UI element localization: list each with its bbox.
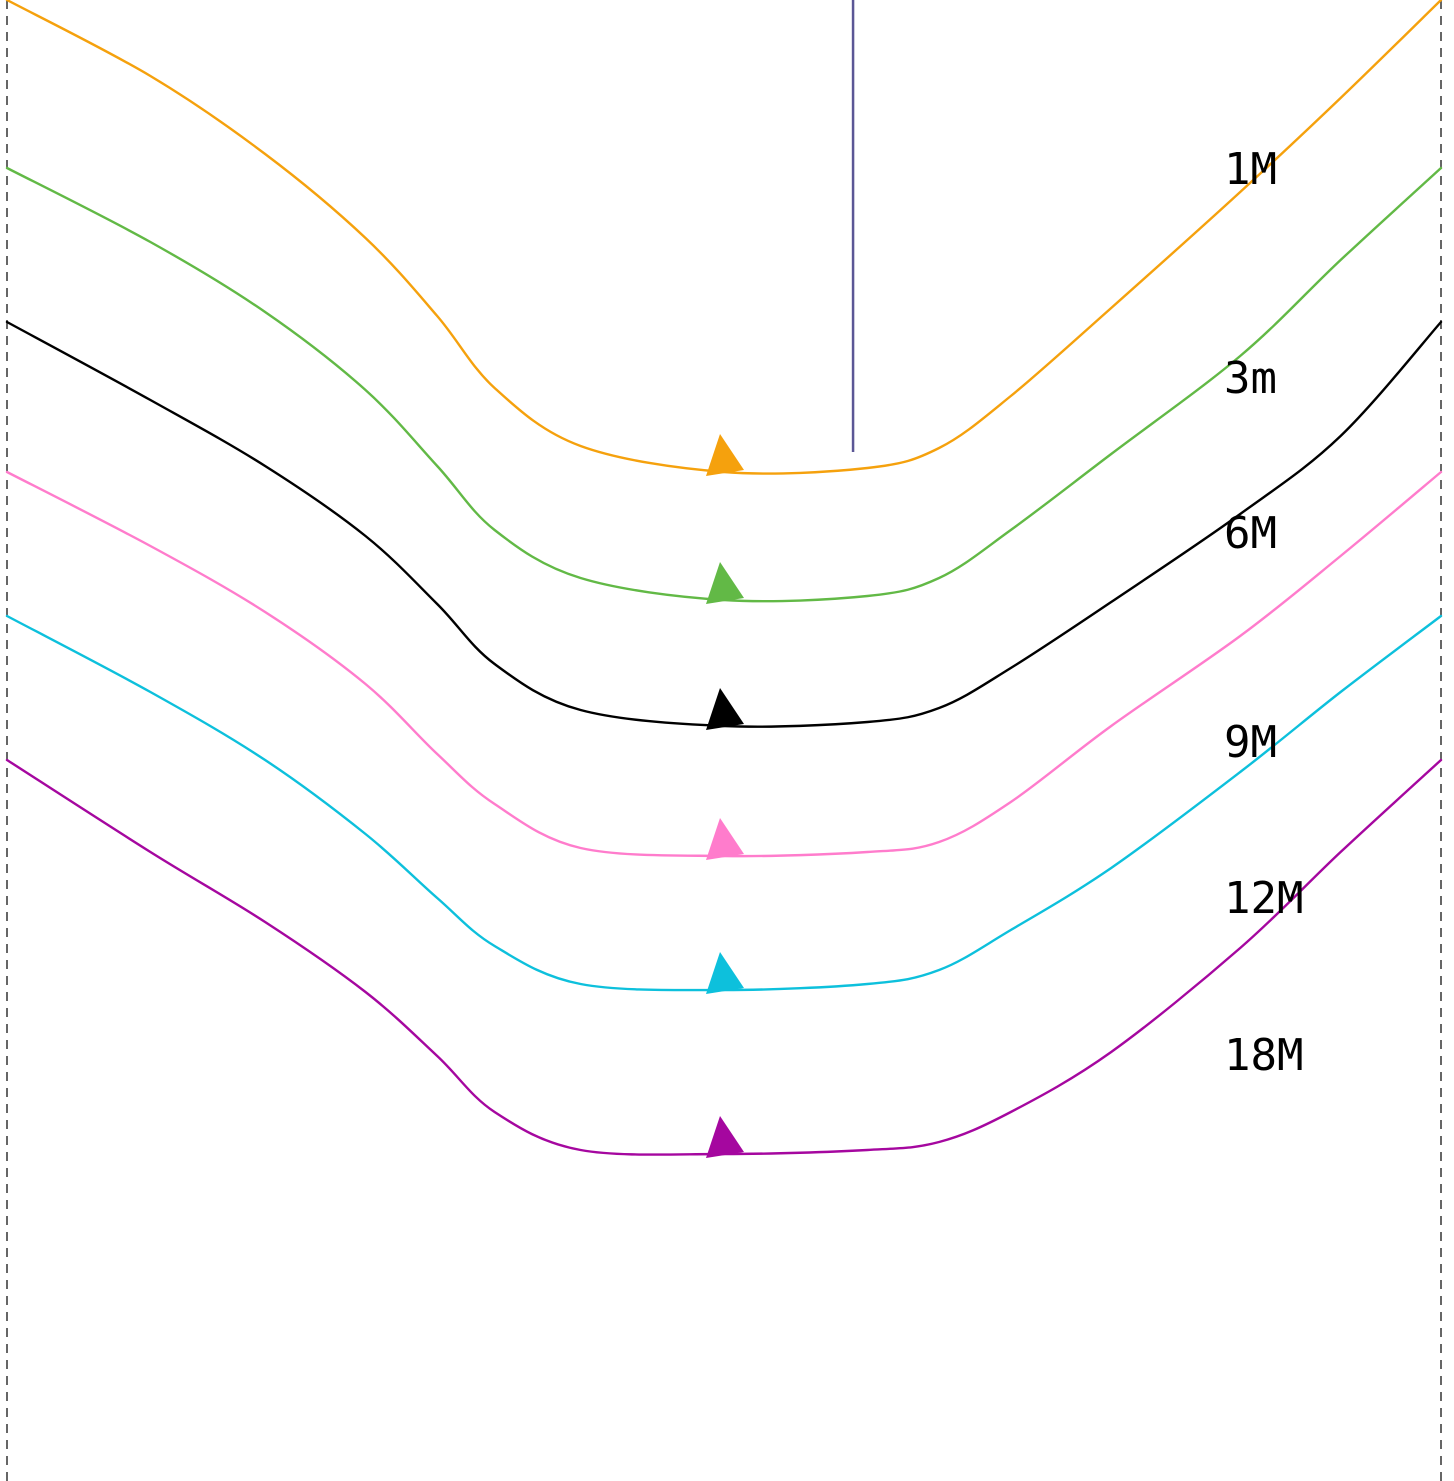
- series-marker-12m: [706, 952, 744, 994]
- series-label-18m: 18M: [1224, 1030, 1303, 1081]
- series-layer: [5, 0, 1443, 1158]
- label-layer: 1M 3m 6M 9M 12M 18M: [1224, 144, 1303, 1081]
- series-marker-9m: [706, 818, 744, 860]
- series-marker-18m: [706, 1116, 744, 1158]
- series-label-3m: 3m: [1224, 353, 1277, 404]
- series-label-9m: 9M: [1224, 717, 1277, 768]
- series-label-6m: 6M: [1224, 508, 1277, 559]
- series-marker-6m: [706, 688, 744, 730]
- series-label-12m: 12M: [1224, 873, 1303, 924]
- series-line-12m: [5, 614, 1443, 992]
- series-label-1m: 1M: [1224, 144, 1277, 195]
- series-line-18m: [5, 758, 1443, 1156]
- series-marker-1m: [706, 434, 744, 476]
- series-marker-3m: [706, 562, 744, 604]
